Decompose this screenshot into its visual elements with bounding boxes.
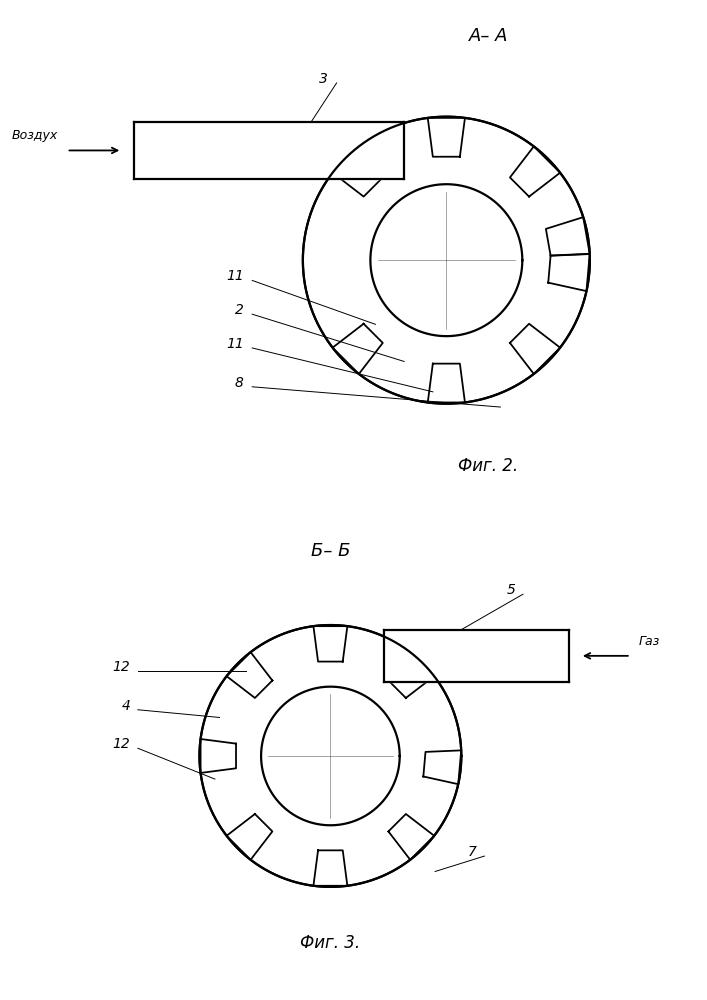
Polygon shape (313, 626, 347, 662)
Polygon shape (548, 254, 590, 291)
Text: 2: 2 (235, 303, 244, 317)
Polygon shape (428, 364, 465, 402)
Text: Газ: Газ (638, 635, 660, 648)
Polygon shape (423, 750, 461, 784)
Polygon shape (385, 630, 569, 682)
Text: Воздух: Воздух (12, 129, 58, 142)
Polygon shape (134, 122, 404, 179)
Polygon shape (227, 652, 272, 698)
Polygon shape (510, 324, 560, 374)
Text: Б– Б: Б– Б (310, 542, 350, 560)
Polygon shape (201, 739, 236, 773)
Text: 11: 11 (226, 337, 244, 351)
Text: 5: 5 (506, 583, 515, 597)
Text: А– А: А– А (469, 27, 508, 45)
Polygon shape (428, 118, 465, 157)
Text: 8: 8 (235, 376, 244, 390)
Text: 12: 12 (112, 660, 130, 674)
Polygon shape (332, 146, 382, 197)
Polygon shape (332, 324, 382, 374)
Polygon shape (510, 146, 560, 197)
Text: 7: 7 (468, 845, 477, 859)
Polygon shape (227, 814, 272, 860)
Text: Фиг. 3.: Фиг. 3. (300, 934, 361, 952)
Polygon shape (388, 652, 434, 698)
Text: 3: 3 (320, 72, 328, 86)
Polygon shape (313, 850, 347, 886)
Polygon shape (388, 814, 434, 860)
Text: 4: 4 (122, 699, 130, 713)
Text: 12: 12 (112, 737, 130, 751)
Text: 11: 11 (226, 269, 244, 283)
Text: Фиг. 2.: Фиг. 2. (459, 457, 519, 475)
Polygon shape (546, 217, 590, 256)
